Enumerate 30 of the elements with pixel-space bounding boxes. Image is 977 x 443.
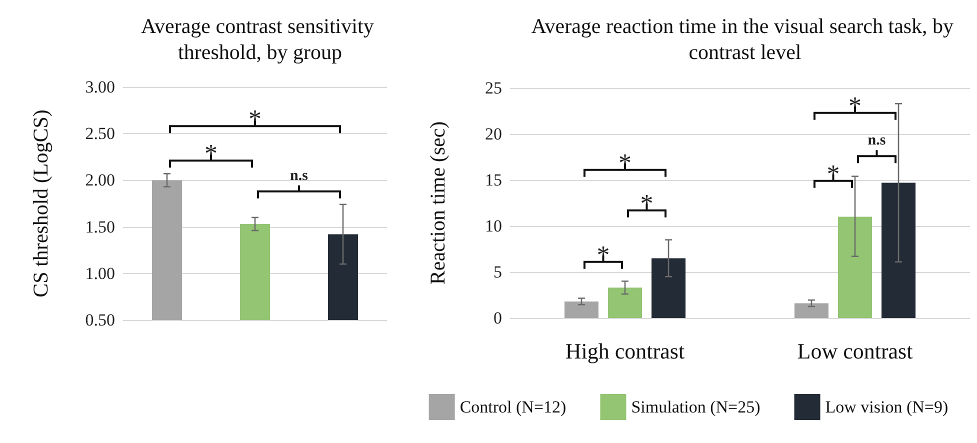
annotation: * bbox=[596, 240, 610, 270]
y-tick-label: 1.00 bbox=[85, 264, 115, 283]
y-tick-label: 3.00 bbox=[85, 78, 115, 96]
y-tick-label: 5 bbox=[494, 262, 502, 282]
y-tick-label: 25 bbox=[485, 78, 502, 98]
y-tick-label: 1.50 bbox=[85, 217, 115, 236]
legend-label: Simulation (N=25) bbox=[631, 398, 760, 416]
y-tick-label: 2.00 bbox=[85, 170, 115, 190]
y-axis-title: Reaction time (sec) bbox=[426, 121, 450, 285]
y-tick-label: 15 bbox=[485, 170, 502, 190]
legend-label: Control (N=12) bbox=[460, 398, 566, 416]
y-tick-label: 20 bbox=[485, 124, 502, 144]
chart-title: Average contrast sensitivity threshold, by group bbox=[140, 14, 380, 64]
chart-title: Average reaction time in the visual search task, by contrast level bbox=[531, 14, 959, 64]
annotation: n.s bbox=[868, 132, 886, 149]
y-tick-label: 2.50 bbox=[85, 124, 115, 144]
annotation: * bbox=[248, 104, 262, 134]
y-axis-title: CS threshold (LogCS) bbox=[28, 110, 52, 298]
y-tick-label: 10 bbox=[485, 216, 502, 236]
annotation: * bbox=[618, 148, 632, 178]
annotation: * bbox=[826, 159, 840, 188]
annotation: * bbox=[848, 91, 862, 120]
annotation: n.s bbox=[290, 168, 308, 184]
y-tick-label: 0 bbox=[494, 308, 502, 328]
y-tick-label: 0.50 bbox=[85, 310, 115, 330]
x-tick-label: High contrast bbox=[565, 338, 685, 364]
x-tick-label: Low contrast bbox=[797, 338, 913, 364]
legend-label: Low vision (N=9) bbox=[825, 398, 948, 416]
annotation: * bbox=[204, 139, 218, 168]
annotation: * bbox=[640, 188, 654, 218]
